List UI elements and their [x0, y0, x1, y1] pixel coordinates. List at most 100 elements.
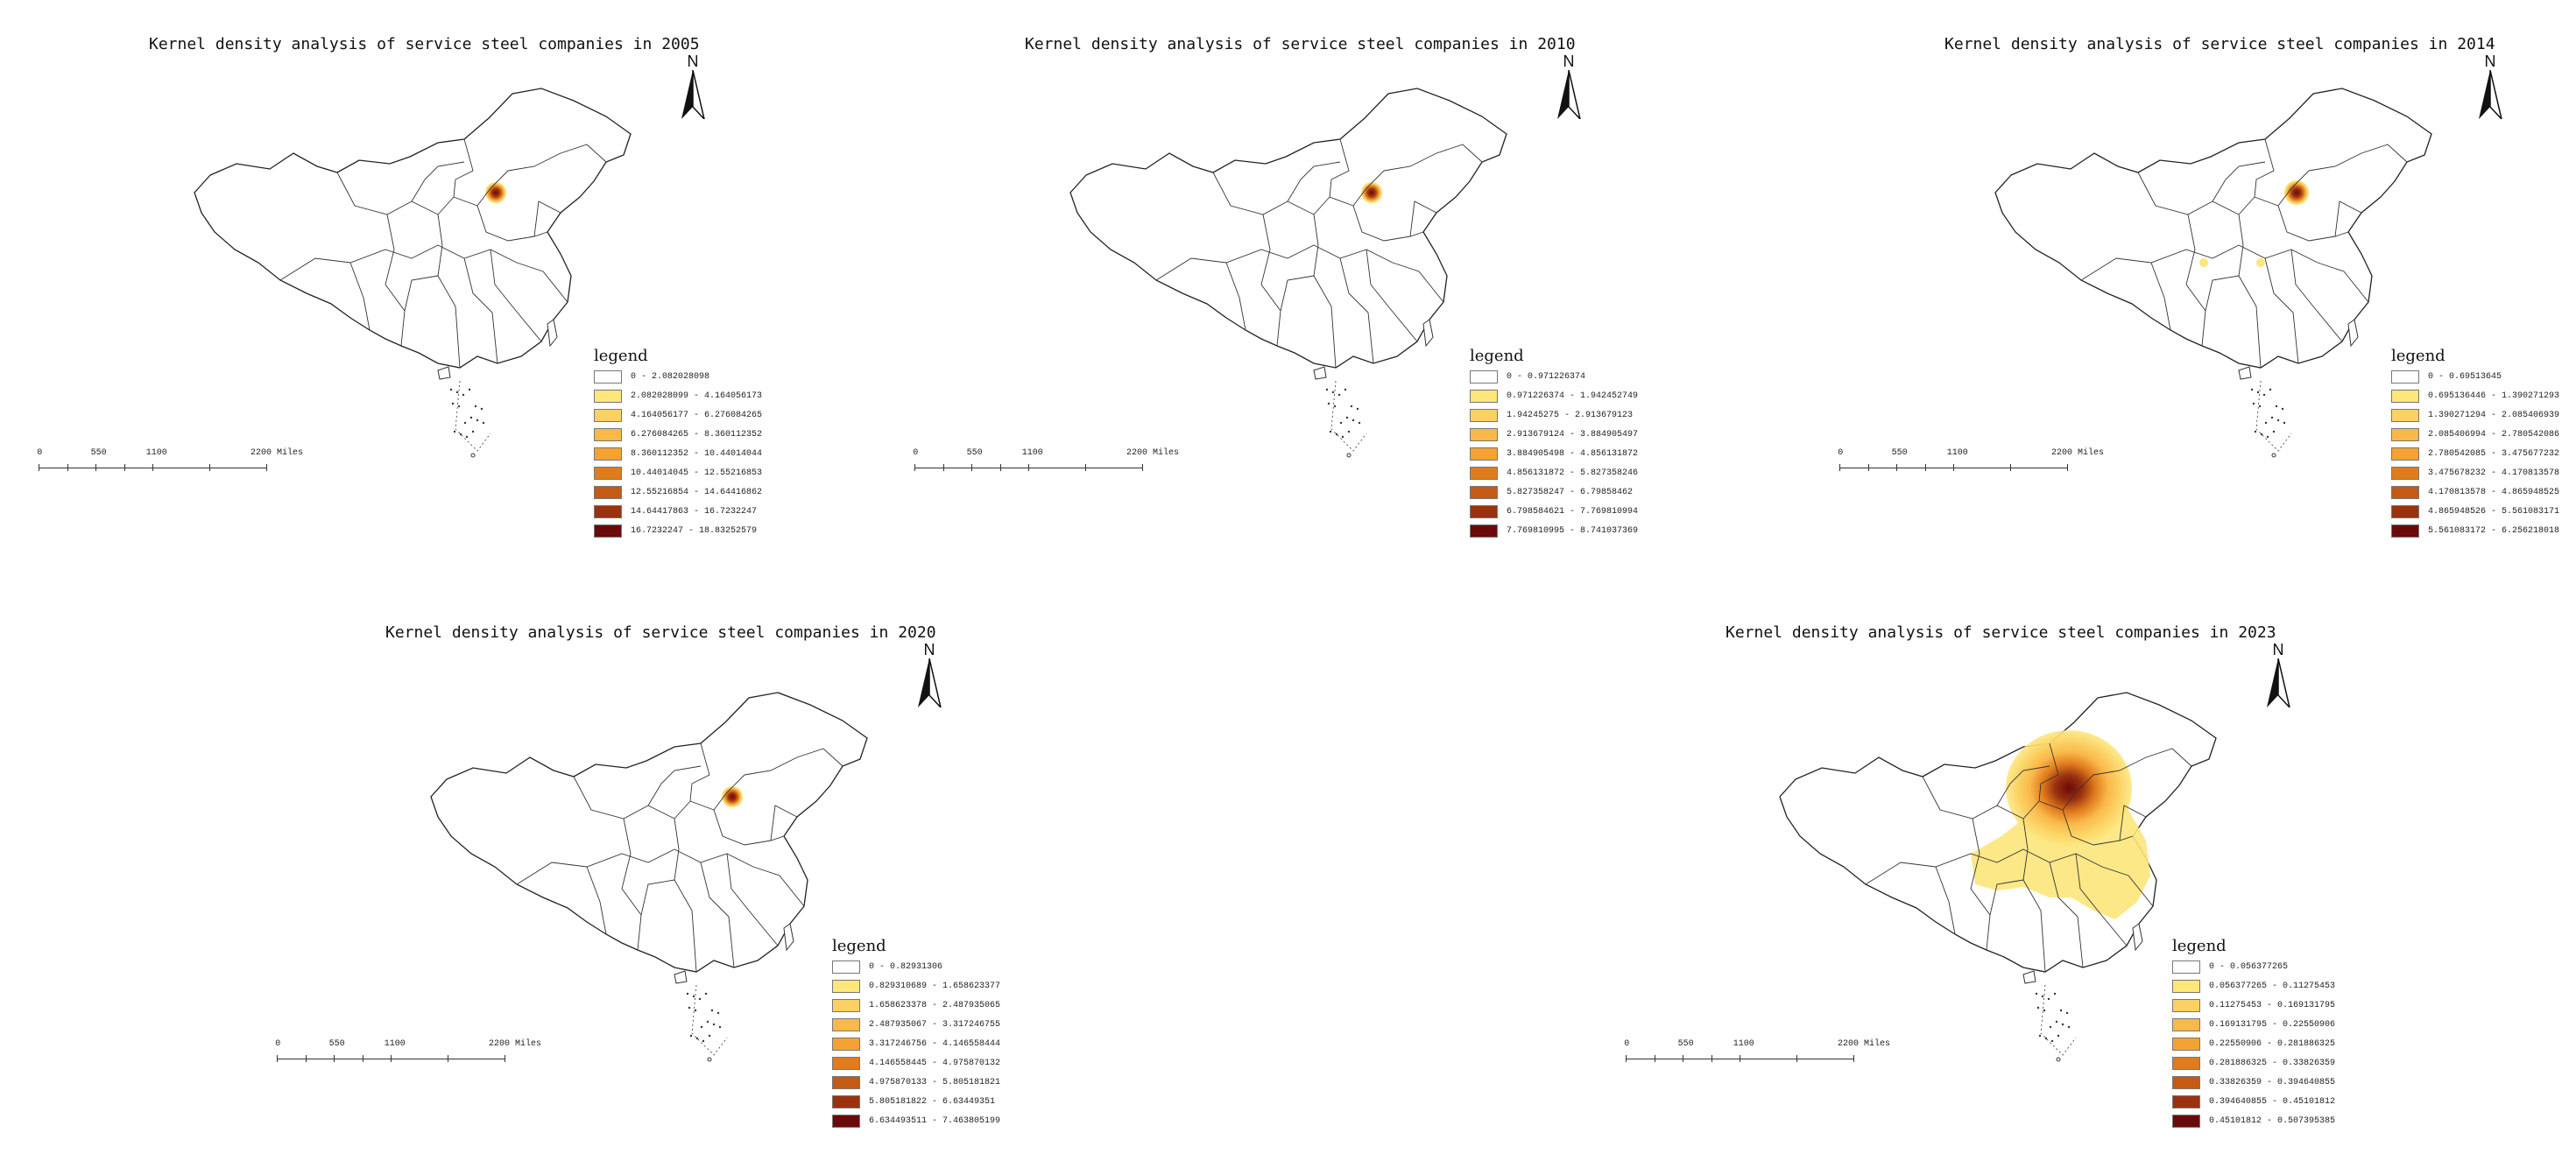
sea-island — [1344, 388, 1347, 391]
sea-island — [1358, 421, 1361, 425]
legend-swatch — [1470, 427, 1498, 441]
legend-range: 6.276084265 - 8.360112352 — [631, 429, 763, 440]
legend-range: 1.658623378 - 2.487935065 — [869, 1000, 1001, 1010]
legend-swatch — [2391, 466, 2419, 480]
legend-swatch — [832, 998, 860, 1012]
legend-swatch — [1470, 504, 1498, 518]
china-map — [1069, 88, 1507, 458]
province-border — [1287, 161, 1341, 202]
legend-item: 12.55216854 - 14.64416862 — [594, 482, 762, 502]
scale-tick — [1796, 1055, 1797, 1062]
scale-bar: 0 550 1100 2200 Miles — [37, 448, 303, 490]
legend-swatch — [2172, 998, 2200, 1012]
north-label: N — [687, 53, 699, 70]
province-border — [1155, 244, 1394, 281]
sea-island — [710, 1009, 714, 1012]
scale-tick — [95, 464, 96, 471]
scale-tick — [1839, 464, 1840, 471]
scale-bar: 0 550 1100 2200 Miles — [1838, 448, 2104, 490]
north-arrow-icon: N — [1554, 53, 1584, 121]
scale-label: 2200 Miles — [1837, 1039, 1891, 1049]
island — [547, 319, 558, 348]
legend-item: 2.487935067 - 3.317246755 — [832, 1015, 1000, 1034]
sea-island — [2067, 1025, 2071, 1029]
legend-item: 4.975870133 - 5.805181821 — [832, 1073, 1000, 1092]
scale-tick — [1626, 1055, 1627, 1062]
province-border — [2264, 257, 2299, 364]
scale-tick — [942, 464, 944, 471]
legend-range: 14.64417863 - 16.7232247 — [631, 506, 758, 517]
province-border — [1383, 144, 1483, 172]
sea-island — [1341, 435, 1344, 439]
legend-swatch — [2391, 389, 2419, 403]
scale-tick — [334, 1055, 335, 1062]
scale-label: 550 — [1891, 448, 1908, 458]
province-border — [2277, 205, 2349, 242]
legend-item: 6.276084265 - 8.360112352 — [594, 425, 762, 444]
legend-item: 14.64417863 - 16.7232247 — [594, 502, 762, 521]
province-border — [1392, 262, 1444, 303]
legend-swatch — [832, 1056, 860, 1070]
legend-swatch — [832, 1094, 860, 1108]
province-border — [2317, 262, 2369, 303]
legend-swatch — [832, 1114, 860, 1128]
legend-range: 0.22550906 - 0.281886325 — [2209, 1038, 2336, 1049]
legend-item: 0 - 0.056377265 — [2172, 957, 2335, 976]
sea-island — [2047, 997, 2050, 1001]
density-hotspot — [1361, 182, 1382, 203]
sea-island — [688, 1006, 691, 1010]
north-label: N — [923, 641, 935, 658]
legend-item: 16.7232247 - 18.83252579 — [594, 521, 762, 540]
legend-item: 0 - 2.082028098 — [594, 367, 762, 386]
legend-swatch — [1470, 408, 1498, 422]
legend-range: 3.475678232 - 4.170813578 — [2428, 468, 2560, 478]
legend-item: 1.658623378 - 2.487935065 — [832, 996, 1000, 1015]
legend-swatch — [594, 524, 622, 538]
sea-island — [462, 393, 465, 397]
province-border — [621, 818, 642, 951]
china-map — [194, 88, 632, 458]
scale-tick — [152, 464, 153, 471]
sea-island — [2043, 1009, 2046, 1012]
province-border — [2093, 748, 2192, 776]
legend-range: 6.634493511 - 7.463805199 — [869, 1115, 1001, 1126]
province-border — [2290, 249, 2343, 342]
province-border — [336, 172, 455, 215]
island — [783, 923, 794, 952]
sea-island — [457, 405, 461, 408]
legend-swatch — [2391, 427, 2419, 441]
sea-island — [2050, 1039, 2054, 1043]
legend-range: 0.394640855 - 0.45101812 — [2209, 1096, 2336, 1107]
sea-island — [686, 992, 689, 996]
legend-range: 0.695136446 - 1.390271293 — [2428, 391, 2560, 401]
province-border — [2185, 214, 2206, 347]
legend-swatch — [2172, 1114, 2200, 1128]
legend-range: 4.856131872 - 5.827358246 — [1507, 468, 1639, 478]
scale-tick — [124, 464, 125, 471]
legend-range: 0.281886325 - 0.33826359 — [2209, 1058, 2336, 1068]
legend-range: 0.11275453 - 0.169131795 — [2209, 1000, 2336, 1010]
scale-label: 2200 Miles — [250, 448, 304, 458]
sea-island — [2049, 1025, 2052, 1029]
legend-swatch — [832, 1017, 860, 1031]
sea-island — [2258, 405, 2262, 408]
sea-island — [2276, 419, 2280, 422]
scale-tick — [266, 464, 267, 471]
scale-tick — [999, 464, 1001, 471]
legend-item: 3.317246756 - 4.146558444 — [832, 1034, 1000, 1053]
sea-island — [2260, 433, 2263, 436]
sea-island — [2264, 421, 2268, 425]
sea-island — [2254, 430, 2257, 433]
sea-island — [716, 1011, 720, 1015]
sea-island — [700, 1025, 703, 1029]
province-border — [2334, 201, 2362, 237]
scale-tick — [971, 464, 972, 471]
province-border — [573, 776, 691, 820]
province-border — [586, 866, 607, 935]
legend-title: legend — [1470, 347, 1524, 365]
china-map — [430, 692, 868, 1062]
north-label: N — [1563, 53, 1575, 70]
legend-swatch — [1470, 466, 1498, 480]
scale-tick — [1867, 464, 1869, 471]
sea-island — [1347, 430, 1351, 433]
